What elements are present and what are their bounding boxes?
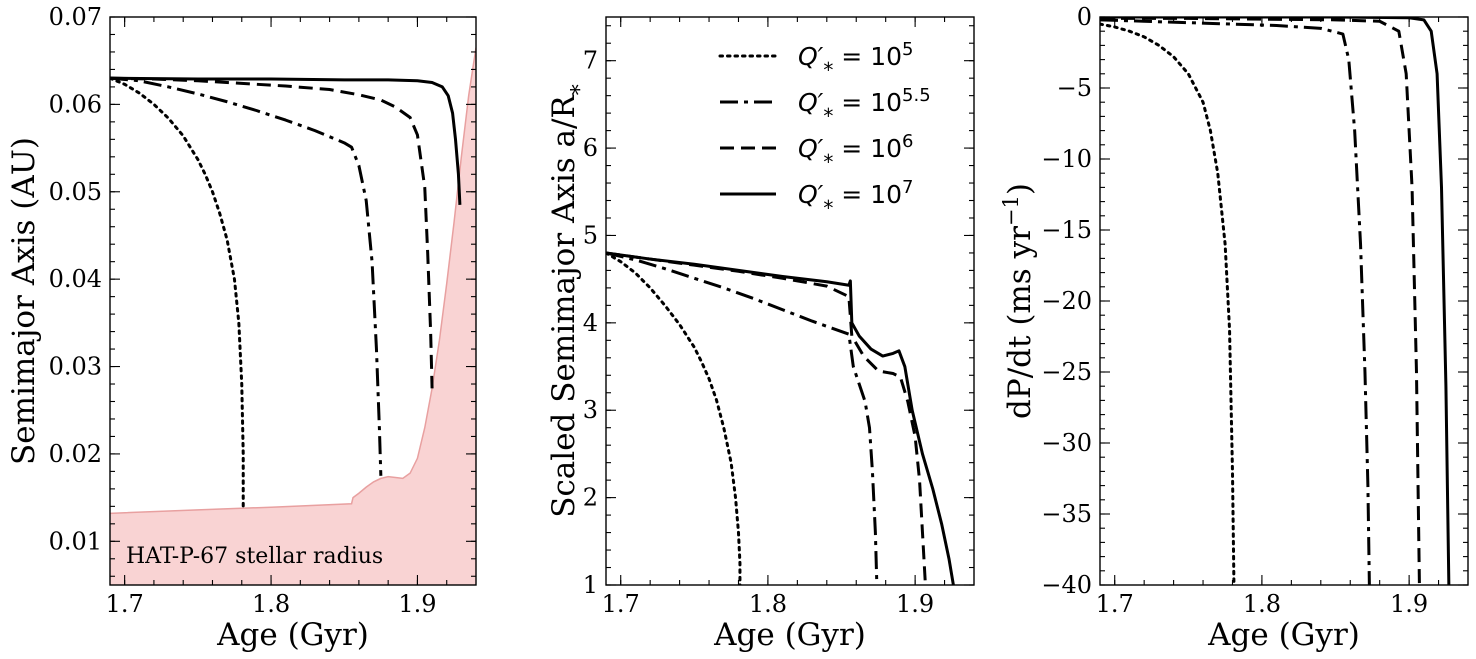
series-line-dotted — [606, 251, 742, 585]
axes-frame — [1099, 16, 1469, 586]
legend-label: Q′* = 107 — [798, 177, 913, 221]
series-line-solid — [110, 76, 462, 205]
series-line-solid — [606, 251, 955, 585]
panel-scaled-semimajor-axis: 1 2 3 4 5 6 7 1.7 1.8 1.9 Age (Gyr) Scaled Semimajo… — [546, 16, 975, 653]
x-tick-label: 1.8 — [749, 590, 787, 618]
x-axis-title: Age (Gyr) — [216, 617, 369, 653]
legend-q: Q′ — [798, 42, 824, 71]
y-axis-title: dP/dt (ms yr−1) — [999, 183, 1038, 419]
x-tick-label: 1.9 — [398, 590, 436, 618]
x-tick-label: 1.8 — [252, 590, 290, 618]
legend-label: Q′* = 105.5 — [798, 85, 931, 129]
y-tick-label: −25 — [1041, 358, 1092, 386]
plot-area — [110, 47, 476, 585]
plot-area — [1100, 17, 1451, 585]
series-line-dashed — [1100, 17, 1421, 585]
legend-q: Q′ — [798, 88, 824, 117]
x-tick-label: 1.7 — [602, 590, 640, 618]
series-line-dashdot — [110, 76, 383, 476]
x-tick-label: 1.7 — [106, 590, 144, 618]
y-tick-label: 4 — [583, 309, 598, 337]
legend-q: Q′ — [798, 134, 824, 163]
y-axis-title-tail: ) — [1002, 183, 1038, 195]
y-axis-title-main: Semimajor Axis (AU) — [6, 137, 42, 465]
panel-period-derivative: 0 −5 −10 −15 −20 −25 −30 −35 −401.7 1.8 1.9 Age (Gy… — [999, 3, 1469, 653]
y-tick-label: 0.01 — [49, 527, 102, 555]
y-axis-title: Semimajor Axis (AU) — [6, 137, 42, 465]
y-axis-title-subscript: * — [568, 84, 593, 95]
series-line-dashdot — [1100, 18, 1371, 585]
axes-frame — [109, 16, 477, 586]
y-tick-label: 7 — [583, 47, 598, 75]
y-tick-label: −35 — [1041, 500, 1092, 528]
legend-label: Q′* = 106 — [798, 131, 913, 175]
legend-label: Q′* = 105 — [798, 39, 913, 83]
y-axis-title-main: dP/dt (ms yr — [1002, 226, 1038, 419]
y-tick-label: 6 — [583, 134, 598, 162]
legend-exponent: 5.5 — [902, 85, 931, 106]
legend-q: Q′ — [798, 180, 824, 209]
plot-area — [606, 251, 955, 585]
legend-subscript: * — [823, 196, 833, 220]
panel-semimajor-axis: 0.01 0.02 0.03 0.04 0.05 0.06 0.07 1.7 1.8 1.9 Age… — [6, 3, 477, 653]
y-tick-label: 0.05 — [49, 178, 102, 206]
y-tick-label: −10 — [1041, 145, 1092, 173]
x-axis-title: Age (Gyr) — [713, 617, 866, 653]
legend-equals: = 10 — [833, 88, 902, 117]
x-tick-label: 1.9 — [1390, 590, 1428, 618]
series-line-dotted — [110, 76, 245, 513]
series-line-solid — [1100, 17, 1451, 585]
y-tick-label: 0.04 — [49, 265, 102, 293]
y-tick-label: −20 — [1041, 287, 1092, 315]
x-tick-label: 1.7 — [1096, 590, 1134, 618]
y-tick-label: 0 — [1077, 3, 1092, 31]
stellar-radius-annotation: HAT-P-67 stellar radius — [126, 544, 383, 569]
y-tick-label: −40 — [1041, 571, 1092, 599]
x-axis-title: Age (Gyr) — [1207, 617, 1360, 653]
y-tick-label: 0.02 — [49, 440, 102, 468]
y-tick-label: 5 — [583, 221, 598, 249]
y-axis-title-main: Scaled Semimajor Axis a/R — [546, 94, 582, 518]
y-tick-label: −15 — [1041, 216, 1092, 244]
legend-equals: = 10 — [833, 180, 902, 209]
axes-frame — [605, 16, 975, 586]
legend-exponent: 7 — [902, 177, 913, 198]
y-tick-label: 0.07 — [49, 3, 102, 31]
x-tick-label: 1.8 — [1243, 590, 1281, 618]
y-tick-label: 0.03 — [49, 353, 102, 381]
legend-subscript: * — [823, 58, 833, 82]
legend-equals: = 10 — [833, 134, 902, 163]
x-tick-label: 1.9 — [896, 590, 934, 618]
series-line-dashed — [606, 251, 927, 585]
series-line-dashed — [110, 76, 434, 389]
y-tick-label: 0.06 — [49, 90, 102, 118]
legend-subscript: * — [823, 150, 833, 174]
y-axis-title-superscript: −1 — [999, 195, 1023, 226]
legend-equals: = 10 — [833, 42, 902, 71]
y-tick-label: 3 — [583, 396, 598, 424]
y-tick-label: 1 — [583, 571, 598, 599]
series-line-dashdot — [606, 251, 879, 585]
series-line-dotted — [1100, 22, 1236, 585]
y-tick-label: −5 — [1057, 74, 1092, 102]
stellar-radius-area — [110, 47, 476, 585]
y-tick-label: 2 — [583, 484, 598, 512]
legend-subscript: * — [823, 104, 833, 128]
y-tick-label: −30 — [1041, 429, 1092, 457]
y-axis-title: Scaled Semimajor Axis a/R* — [546, 84, 593, 518]
legend-exponent: 5 — [902, 39, 913, 60]
legend-exponent: 6 — [902, 131, 913, 152]
stellar-radius-edge — [110, 47, 476, 515]
